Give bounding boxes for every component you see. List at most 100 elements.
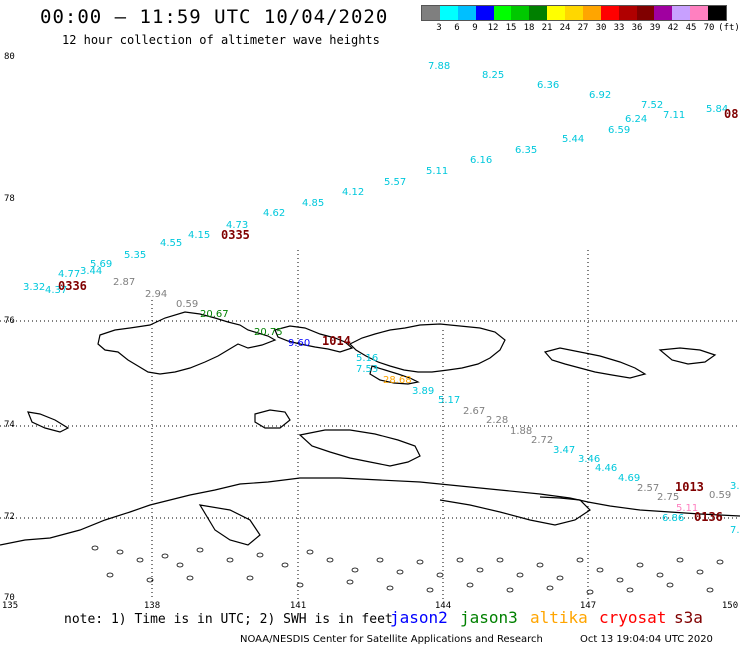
coastal-lake [146, 577, 154, 583]
lon-label: 138 [143, 601, 161, 611]
legend-swatch [493, 6, 512, 20]
legend-swatch [565, 6, 583, 20]
coastal-lake [426, 587, 434, 593]
coastal-lake [161, 553, 169, 559]
lon-label: 150 [721, 601, 739, 611]
coastal-lake [516, 572, 524, 578]
coastal-lake [466, 582, 474, 588]
wave-height-label: 2.75 [657, 492, 679, 503]
coastal-lake [376, 557, 384, 563]
legend-swatch [529, 6, 548, 20]
coastal-lake [716, 559, 724, 565]
color-legend: 3 6 9 12 15 18 21 24 27 30 33 36 39 42 45 70 (ft) [421, 5, 740, 35]
pass-time-label: 1014 [322, 334, 351, 348]
wave-height-label: 6.16 [470, 155, 492, 166]
coastal-lake [136, 557, 144, 563]
wave-height-label: 1.88 [510, 426, 532, 437]
coastal-lake [626, 587, 634, 593]
legend-tick: 24 [559, 23, 571, 33]
legend-tick: 42 [667, 23, 679, 33]
wave-height-label: 6.59 [608, 125, 630, 136]
timestamp-line: Oct 13 19:04:04 UTC 2020 [580, 634, 713, 645]
coastal-lake [186, 575, 194, 581]
legend-swatch [672, 6, 691, 20]
legend-tick: 70 [703, 23, 715, 33]
wave-height-label: 4.77 [58, 269, 80, 280]
coastal-lake [456, 557, 464, 563]
coast-large-island [348, 323, 506, 373]
legend-swatch [654, 6, 673, 20]
wave-height-label: 2.67 [463, 406, 485, 417]
wave-height-label: 7.53 [356, 364, 378, 375]
coast-mainland-south [0, 477, 740, 546]
wave-height-label: 2.87 [113, 277, 135, 288]
legend-tick: 39 [649, 23, 661, 33]
wave-height-label: 4.85 [302, 198, 324, 209]
coastal-lake [596, 567, 604, 573]
coastal-lake [106, 572, 114, 578]
pass-time-label: 1013 [675, 480, 704, 494]
wave-height-label: 4.73 [226, 220, 248, 231]
coastal-lake [226, 557, 234, 563]
wave-height-label: 6.24 [625, 114, 647, 125]
legend-swatch [582, 6, 601, 20]
legend-swatch [636, 6, 655, 20]
coastal-lake [196, 547, 204, 553]
page-title: 00:00 – 11:59 UTC 10/04/2020 [40, 6, 389, 28]
wave-height-label: 5.11 [426, 166, 448, 177]
footer-note: note: 1) Time is in UTC; 2) SWH is in fe… [64, 612, 393, 627]
wave-height-label: 4.12 [342, 187, 364, 198]
coastal-lake [386, 585, 394, 591]
legend-unit: (ft) [718, 23, 740, 33]
coast-east-small [658, 347, 717, 365]
wave-height-label: 5.35 [124, 250, 146, 261]
page-subtitle: 12 hour collection of altimeter wave hei… [62, 33, 380, 47]
wave-height-label: 2.72 [531, 435, 553, 446]
coastal-lake [636, 562, 644, 568]
wave-height-label: 7. [730, 525, 740, 536]
wave-height-label: 28.68 [383, 375, 412, 386]
wave-height-label: 8.25 [482, 70, 504, 81]
coastlines [0, 311, 740, 546]
coastal-lake [326, 557, 334, 563]
coast-island-west-74 [27, 411, 70, 433]
legend-tick: 9 [472, 23, 478, 33]
wave-height-label: 4.46 [595, 463, 617, 474]
lat-label: 76 [4, 316, 15, 326]
observation-layer: 7.88 8.25 6.36 6.92 7.52 5.84 7.11 6.246.59 5.44… [23, 61, 740, 536]
legend-tick: 6 [454, 23, 460, 33]
wave-height-label: 3. [730, 481, 740, 492]
legend-swatches [421, 5, 727, 21]
wave-height-label: 2.94 [145, 289, 167, 300]
wave-height-label: 3.47 [553, 445, 575, 456]
lon-gridlines [151, 250, 589, 600]
legend-swatch [475, 6, 494, 20]
wave-height-label: 4.55 [160, 238, 182, 249]
legend-tick: 45 [685, 23, 697, 33]
coastal-lake [256, 552, 264, 558]
satellite-jason2: jason2 [390, 608, 448, 627]
coast-island-big-74 [298, 429, 421, 467]
satellite-cryosat: cryosat [599, 608, 667, 627]
coastal-lake [576, 557, 584, 563]
coast-island-74 [254, 409, 291, 429]
wave-height-label: 20.67 [200, 309, 229, 320]
legend-tick: 15 [505, 23, 517, 33]
coastal-lake [556, 575, 564, 581]
coastal-lake [416, 559, 424, 565]
pass-time-layer: 0335 0336 1014 1013 0136 08 [58, 107, 738, 524]
wave-height-label: 7.11 [663, 110, 685, 121]
legend-tick: 36 [631, 23, 643, 33]
wave-height-label: 2.57 [637, 483, 659, 494]
wave-height-label: 5.11 [676, 503, 698, 514]
wave-height-label: 3.89 [412, 386, 434, 397]
coastal-lake [296, 582, 304, 588]
lon-label: 141 [289, 601, 307, 611]
wave-height-label: 7.52 [641, 100, 663, 111]
legend-tick: 30 [595, 23, 607, 33]
wave-height-label: 5.44 [562, 134, 584, 145]
lat-label: 78 [4, 194, 15, 204]
wave-height-label: 4.37 [45, 285, 67, 296]
